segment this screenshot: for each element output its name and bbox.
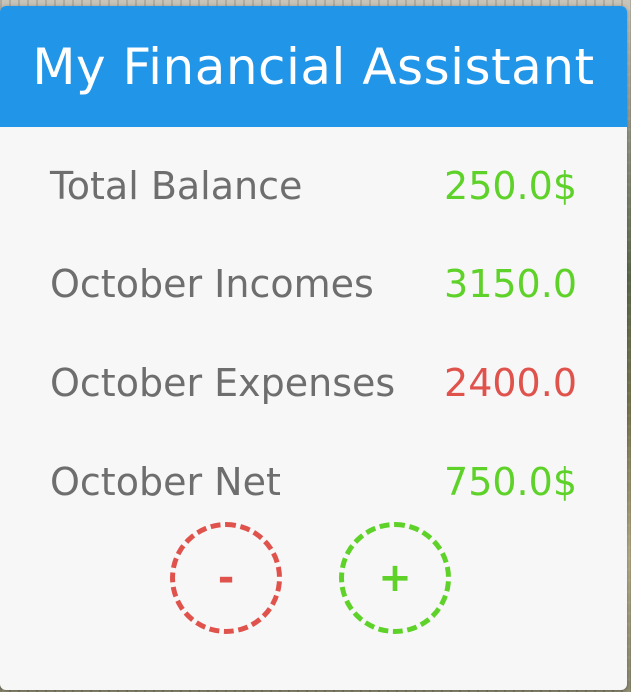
total-balance-value: 250.0$ [444, 164, 577, 208]
add-expense-button[interactable]: - [170, 522, 282, 634]
summary-row-october-incomes: October Incomes 3150.0 [50, 254, 577, 314]
minus-icon: - [217, 555, 235, 601]
summary-row-october-net: October Net 750.0$ [50, 452, 577, 512]
october-expenses-label: October Expenses [50, 361, 396, 405]
widget-title: My Financial Assistant [32, 37, 595, 96]
summary-row-october-expenses: October Expenses 2400.0 [50, 353, 577, 413]
financial-widget[interactable]: My Financial Assistant Total Balance 250… [0, 6, 627, 690]
plus-icon: + [378, 555, 412, 601]
add-income-button[interactable]: + [339, 522, 451, 634]
summary-row-total-balance: Total Balance 250.0$ [50, 156, 577, 216]
october-incomes-value: 3150.0 [444, 262, 577, 306]
total-balance-label: Total Balance [50, 164, 303, 208]
october-net-value: 750.0$ [444, 460, 577, 504]
october-expenses-value: 2400.0 [444, 361, 577, 405]
october-incomes-label: October Incomes [50, 262, 374, 306]
widget-header: My Financial Assistant [0, 6, 627, 127]
october-net-label: October Net [50, 460, 281, 504]
